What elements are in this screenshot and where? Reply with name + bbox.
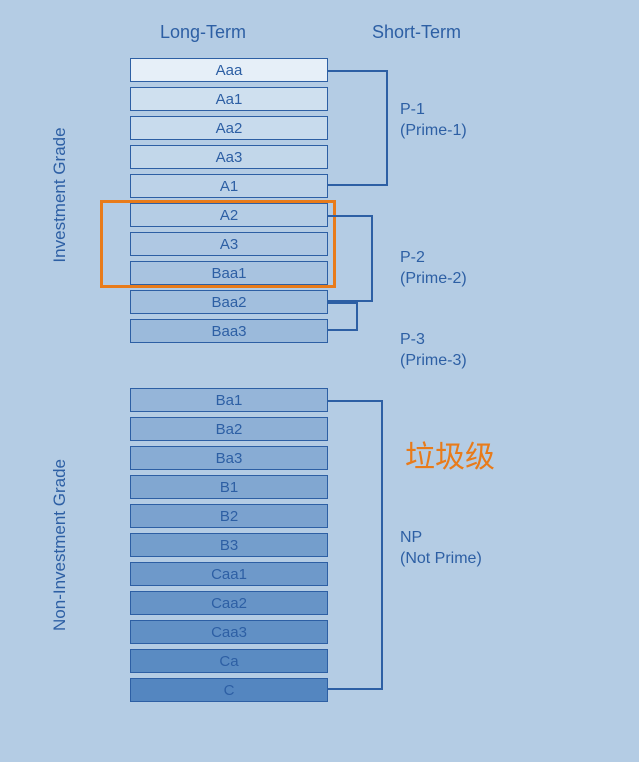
rating-cell-baa2: Baa2 (130, 290, 328, 314)
rating-cell-ca: Ca (130, 649, 328, 673)
short-term-label-line1: P-3 (400, 330, 467, 351)
rating-cell-caa3: Caa3 (130, 620, 328, 644)
short-term-label-0: P-1(Prime-1) (400, 100, 467, 142)
bracket-2 (328, 302, 358, 331)
annotation-junk: 垃圾级 (405, 432, 495, 476)
rating-cell-a3: A3 (130, 232, 328, 256)
rating-cell-a1: A1 (130, 174, 328, 198)
rating-cell-ba3: Ba3 (130, 446, 328, 470)
rating-cell-c: C (130, 678, 328, 702)
rating-cell-baa1: Baa1 (130, 261, 328, 285)
rating-cell-b2: B2 (130, 504, 328, 528)
short-term-label-line2: (Prime-3) (400, 351, 467, 372)
rating-cell-baa3: Baa3 (130, 319, 328, 343)
rating-cell-a2: A2 (130, 203, 328, 227)
rating-cell-b3: B3 (130, 533, 328, 557)
header-short-term: Short-Term (372, 22, 461, 43)
rating-cell-aa1: Aa1 (130, 87, 328, 111)
short-term-label-line1: NP (400, 528, 482, 549)
short-term-label-line2: (Not Prime) (400, 549, 482, 570)
short-term-label-line1: P-1 (400, 100, 467, 121)
rating-cell-caa1: Caa1 (130, 562, 328, 586)
rating-cell-caa2: Caa2 (130, 591, 328, 615)
short-term-label-1: P-2(Prime-2) (400, 248, 467, 290)
rating-cell-ba2: Ba2 (130, 417, 328, 441)
rating-cell-aaa: Aaa (130, 58, 328, 82)
vlabel-section1: Investment Grade (50, 95, 70, 295)
rating-cell-aa2: Aa2 (130, 116, 328, 140)
short-term-label-line2: (Prime-1) (400, 121, 467, 142)
bracket-0 (328, 70, 388, 186)
short-term-label-line1: P-2 (400, 248, 467, 269)
short-term-label-3: NP(Not Prime) (400, 528, 482, 570)
short-term-label-2: P-3(Prime-3) (400, 330, 467, 372)
bracket-1 (328, 215, 373, 302)
rating-cell-aa3: Aa3 (130, 145, 328, 169)
header-long-term: Long-Term (160, 22, 246, 43)
rating-cell-b1: B1 (130, 475, 328, 499)
short-term-label-line2: (Prime-2) (400, 269, 467, 290)
bracket-3 (328, 400, 383, 690)
rating-cell-ba1: Ba1 (130, 388, 328, 412)
vlabel-section2: Non-Investment Grade (50, 445, 70, 645)
